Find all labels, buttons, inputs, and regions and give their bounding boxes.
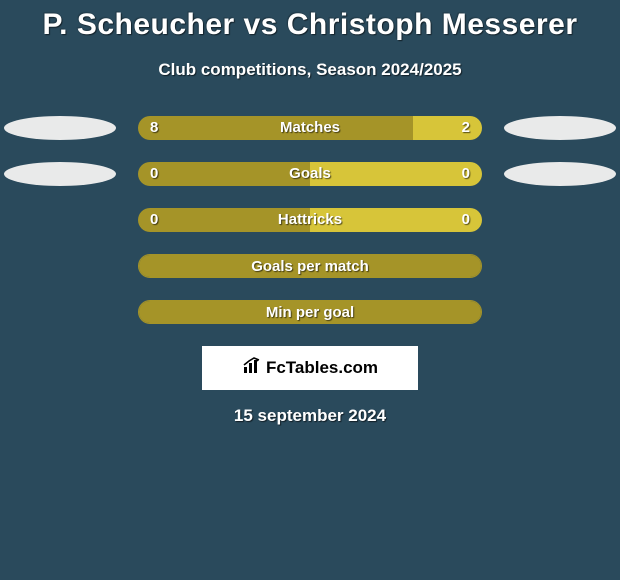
stat-bar: 00Goals (138, 162, 482, 186)
page-title: P. Scheucher vs Christoph Messerer (0, 0, 620, 42)
stat-value-left: 0 (150, 162, 158, 186)
bar-seg-left (139, 301, 481, 323)
bar-seg-right (310, 162, 482, 186)
stat-value-right: 0 (462, 208, 470, 232)
stat-row: 82Matches (0, 116, 620, 140)
stat-row: 00Hattricks (0, 208, 620, 232)
bar-seg-right (310, 208, 482, 232)
player-left-ellipse (4, 116, 116, 140)
stat-value-right: 0 (462, 162, 470, 186)
subtitle: Club competitions, Season 2024/2025 (0, 60, 620, 80)
stat-bar: Min per goal (138, 300, 482, 324)
stat-bar: 82Matches (138, 116, 482, 140)
bar-seg-left (138, 116, 413, 140)
player-left-ellipse (4, 162, 116, 186)
stat-row: Goals per match (0, 254, 620, 278)
stat-row: 00Goals (0, 162, 620, 186)
stat-row: Min per goal (0, 300, 620, 324)
bar-seg-left (139, 255, 481, 277)
bar-seg-right (413, 116, 482, 140)
stat-value-right: 2 (462, 116, 470, 140)
chart-icon (242, 357, 264, 380)
stat-bar: 00Hattricks (138, 208, 482, 232)
logo-box: FcTables.com (202, 346, 418, 390)
player-right-ellipse (504, 116, 616, 140)
bar-seg-left (138, 208, 310, 232)
stat-value-left: 8 (150, 116, 158, 140)
date-text: 15 september 2024 (0, 406, 620, 426)
stat-bar: Goals per match (138, 254, 482, 278)
logo-text: FcTables.com (266, 358, 378, 378)
bar-seg-left (138, 162, 310, 186)
player-right-ellipse (504, 162, 616, 186)
stat-value-left: 0 (150, 208, 158, 232)
stat-rows: 82Matches00Goals00HattricksGoals per mat… (0, 116, 620, 324)
